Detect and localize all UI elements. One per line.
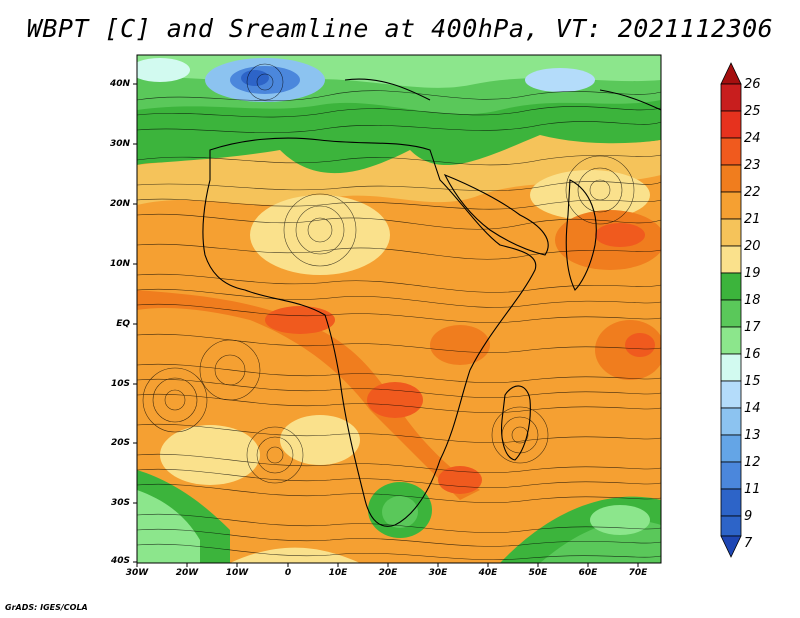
colorbar-top-arrow [720,62,742,85]
lat-label: EQ [116,319,130,329]
colorbar-label: 19 [744,266,761,281]
lon-label: 40E [478,568,498,578]
colorbar-label: 9 [744,509,753,524]
colorbar-label: 21 [744,212,761,227]
lat-label: 20S [110,438,130,448]
lon-label: 30E [428,568,448,578]
colorbar-label: 15 [744,374,761,389]
colorbar-label: 13 [744,428,761,443]
lat-label: 40N [109,79,130,89]
colorbar-label: 18 [744,293,761,308]
colorbar-label: 23 [744,158,761,173]
credit-text: GrADS: IGES/COLA [5,603,88,612]
lon-label: 30W [125,568,149,578]
lat-label: 10N [109,259,130,269]
streamlines [137,63,661,560]
lon-label: 50E [528,568,548,578]
wbpt-field [137,55,661,563]
plot-frame [136,54,662,564]
lon-label: 60E [578,568,598,578]
lon-label: 10W [225,568,249,578]
lon-label: 10E [328,568,348,578]
lon-label: 20W [175,568,199,578]
colorbar-label: 20 [744,239,761,254]
colorbar-label: 26 [744,77,761,92]
lat-label: 40S [110,556,130,566]
colorbar-label: 16 [744,347,761,362]
lat-label: 10S [110,379,130,389]
coastlines [202,78,661,527]
colorbar-label: 24 [744,131,761,146]
colorbar-label: 11 [744,482,761,497]
colorbar-label: 12 [744,455,761,470]
colorbar-label: 22 [744,185,761,200]
lat-label: 30N [109,139,130,149]
colorbar-bottom-arrow [720,535,742,558]
lon-label: 70E [628,568,648,578]
colorbar-label: 25 [744,104,761,119]
colorbar [720,62,742,558]
colorbar-label: 7 [744,536,753,551]
map-title: WBPT [C] and Sreamline at 400hPa, VT: 20… [26,14,774,43]
lat-label: 20N [109,199,130,209]
colorbar-label: 17 [744,320,761,335]
axis-ticks [133,83,639,567]
lat-label: 30S [110,498,130,508]
lon-label: 0 [284,568,292,578]
colorbar-label: 14 [744,401,761,416]
lon-label: 20E [378,568,398,578]
